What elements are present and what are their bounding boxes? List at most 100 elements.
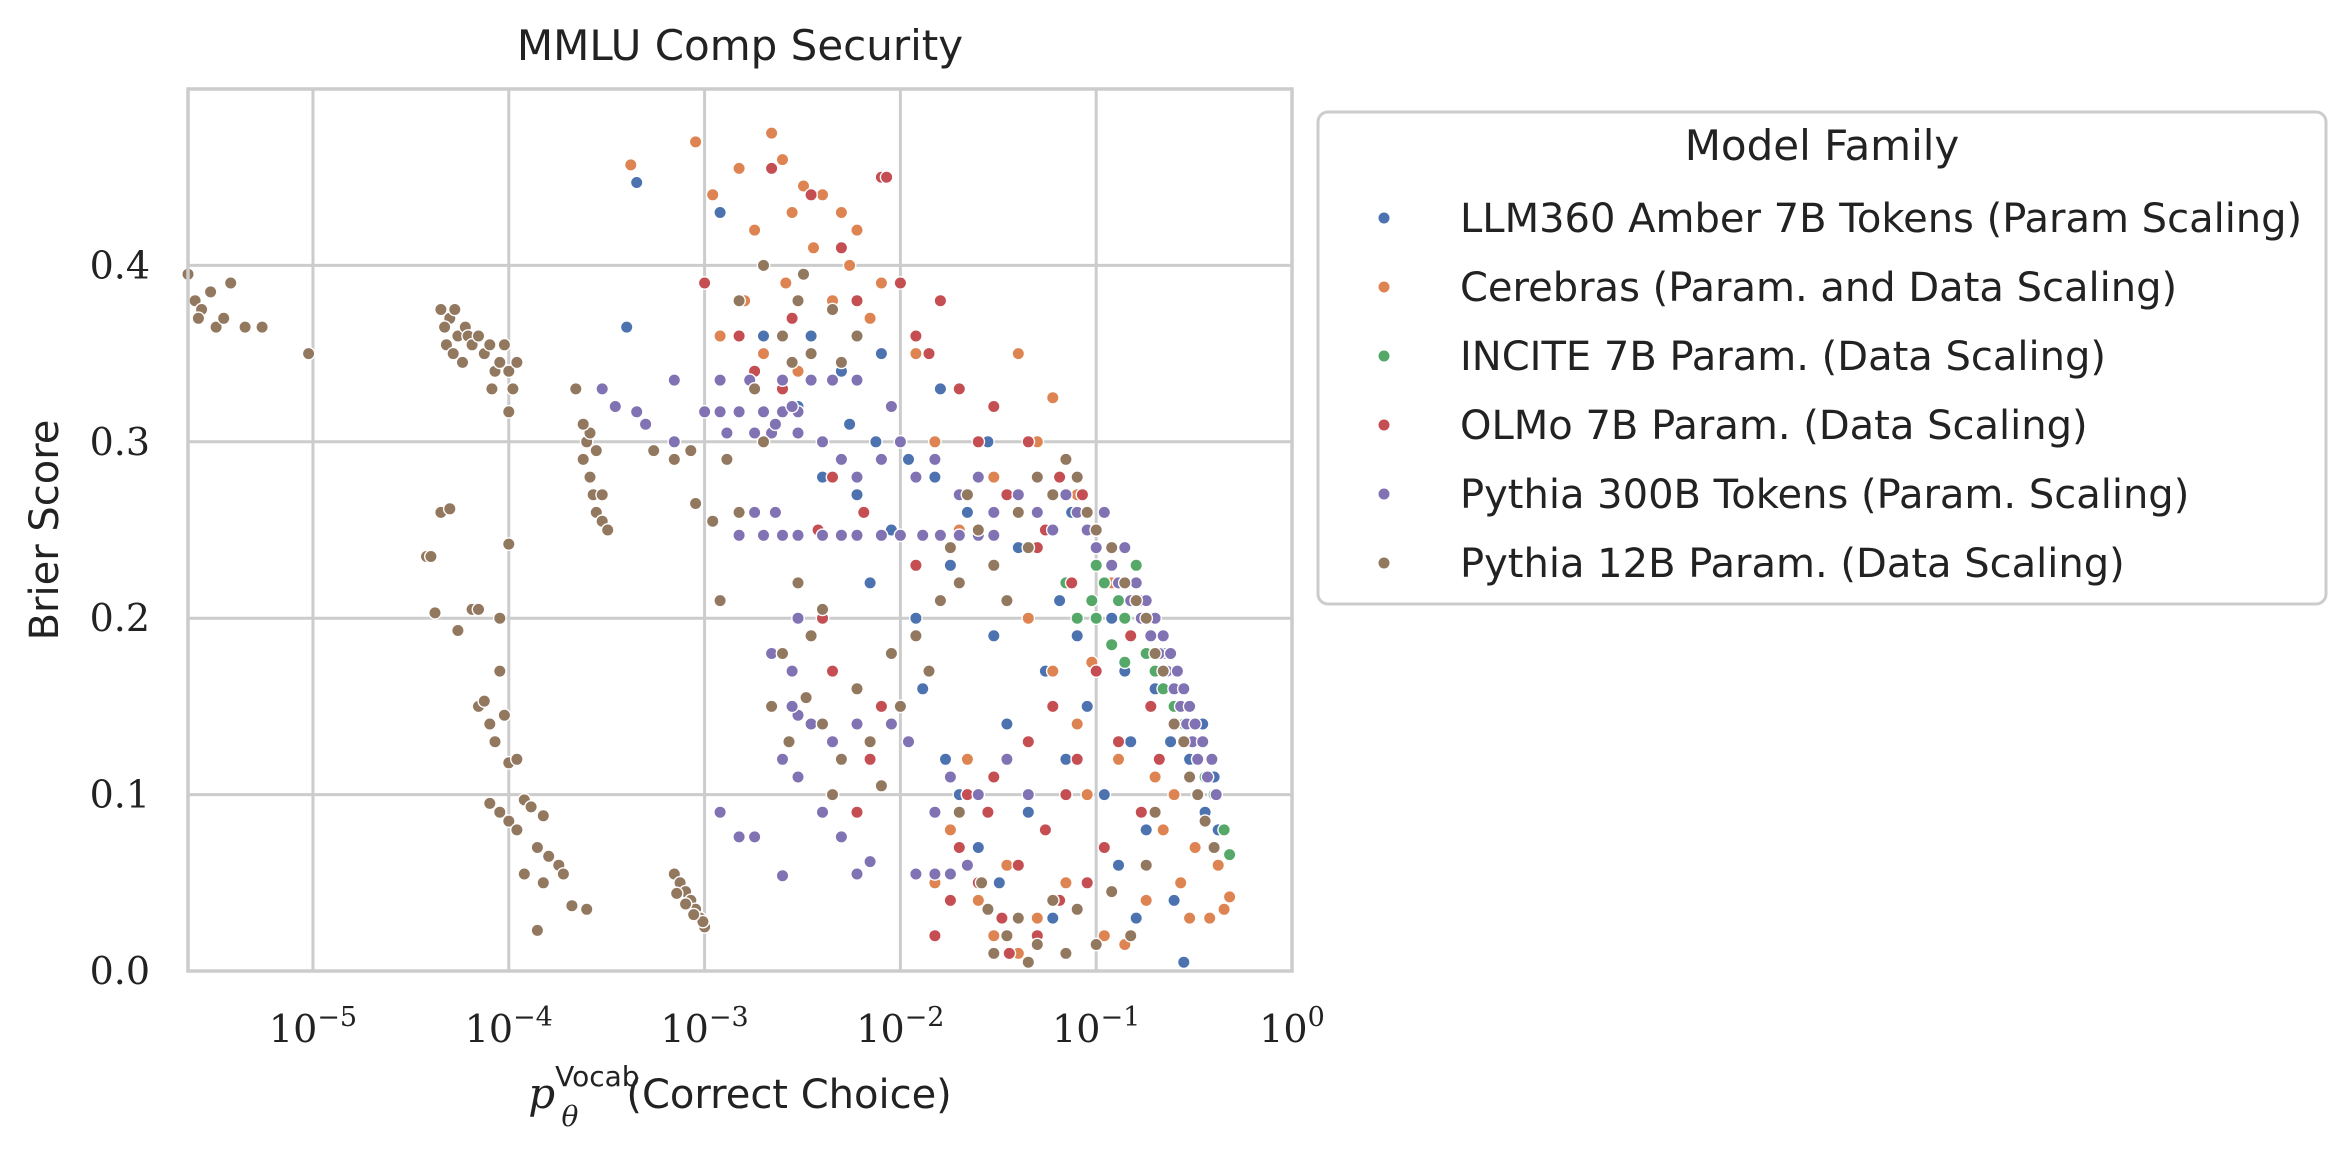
data-point xyxy=(1080,699,1095,714)
data-point xyxy=(1011,911,1026,925)
data-point xyxy=(1167,893,1182,908)
data-point xyxy=(1156,823,1171,837)
data-point xyxy=(683,443,698,458)
data-point xyxy=(1198,814,1213,828)
data-point xyxy=(433,302,448,317)
plot-frame xyxy=(186,87,1294,973)
data-point xyxy=(785,355,799,370)
data-point xyxy=(1123,734,1138,749)
data-point xyxy=(732,404,746,419)
data-point xyxy=(1021,540,1036,555)
data-point xyxy=(667,373,682,387)
legend-label: Pythia 12B Param. (Data Scaling) xyxy=(1460,541,2125,587)
data-point xyxy=(1209,787,1224,802)
data-point xyxy=(1002,946,1017,961)
data-point xyxy=(646,443,661,458)
legend-marker xyxy=(1378,557,1390,569)
data-point xyxy=(442,501,457,516)
data-point xyxy=(482,796,497,811)
data-point xyxy=(1070,628,1085,643)
data-point xyxy=(842,417,857,432)
data-point xyxy=(856,505,871,520)
data-point xyxy=(943,558,958,573)
data-point xyxy=(909,329,923,343)
data-point xyxy=(893,528,908,543)
data-point xyxy=(850,867,864,881)
data-point xyxy=(756,329,771,343)
legend-marker xyxy=(1378,281,1390,293)
data-point xyxy=(1156,664,1171,678)
data-point xyxy=(1059,787,1073,802)
data-point xyxy=(1070,611,1085,626)
data-point xyxy=(1011,487,1026,502)
data-point xyxy=(1148,770,1163,784)
data-point xyxy=(1188,717,1203,731)
legend-items: LLM360 Amber 7B Tokens (Param Scaling) Ce… xyxy=(1378,196,2302,587)
data-point xyxy=(1030,470,1045,484)
data-point xyxy=(850,805,864,820)
data-point xyxy=(825,470,840,484)
data-point xyxy=(1190,752,1205,767)
data-point xyxy=(842,258,857,273)
data-point xyxy=(191,311,206,326)
data-point xyxy=(960,752,975,767)
data-point xyxy=(863,734,877,749)
data-point xyxy=(1052,593,1067,608)
data-point xyxy=(629,404,644,419)
data-point xyxy=(1030,505,1045,520)
data-point xyxy=(863,311,877,326)
data-point xyxy=(825,373,840,387)
data-point xyxy=(1080,875,1095,890)
data-point xyxy=(960,505,975,520)
data-point xyxy=(1011,858,1026,873)
data-point xyxy=(893,434,908,449)
legend-marker xyxy=(1378,419,1390,431)
data-point xyxy=(1075,487,1090,502)
data-point xyxy=(720,452,734,467)
x-axis-label-symbol: p xyxy=(528,1069,555,1118)
data-point xyxy=(1148,805,1163,820)
data-point xyxy=(600,523,615,537)
data-point xyxy=(986,628,1001,643)
data-point xyxy=(995,911,1009,925)
data-point xyxy=(1011,505,1026,520)
data-point xyxy=(986,470,1001,484)
data-point xyxy=(1129,593,1144,608)
data-point xyxy=(1139,893,1154,908)
data-point xyxy=(579,902,594,917)
data-point xyxy=(1080,787,1095,802)
data-point xyxy=(713,404,727,419)
data-point xyxy=(720,426,734,440)
legend-label: INCITE 7B Param. (Data Scaling) xyxy=(1460,334,2106,380)
data-point xyxy=(986,946,1001,961)
data-point xyxy=(1205,752,1219,767)
data-point xyxy=(1089,937,1104,952)
data-point xyxy=(203,284,218,299)
data-point xyxy=(619,320,634,334)
data-point xyxy=(1139,858,1154,873)
data-point xyxy=(1030,911,1045,925)
data-point xyxy=(1104,540,1119,555)
data-point xyxy=(484,381,499,396)
data-point xyxy=(1104,637,1119,652)
data-point xyxy=(447,302,462,317)
y-tick-label: 0.2 xyxy=(90,596,150,640)
data-point xyxy=(517,867,532,881)
data-point xyxy=(568,381,583,396)
data-point xyxy=(713,373,727,387)
data-point xyxy=(915,681,930,696)
x-tick-exponent: −4 xyxy=(513,1002,553,1033)
data-point xyxy=(928,805,942,820)
data-point xyxy=(775,646,790,661)
data-point xyxy=(1123,628,1138,643)
scatter-points xyxy=(181,126,1237,970)
data-point xyxy=(971,523,986,537)
data-point xyxy=(488,734,502,749)
data-point xyxy=(971,470,986,484)
data-point xyxy=(1111,593,1126,608)
data-point xyxy=(1222,847,1237,862)
x-tick-base: 10 xyxy=(661,1007,709,1051)
data-point xyxy=(1059,875,1073,890)
data-point xyxy=(1117,655,1132,670)
x-tick-label: 10−4 xyxy=(465,1002,553,1051)
